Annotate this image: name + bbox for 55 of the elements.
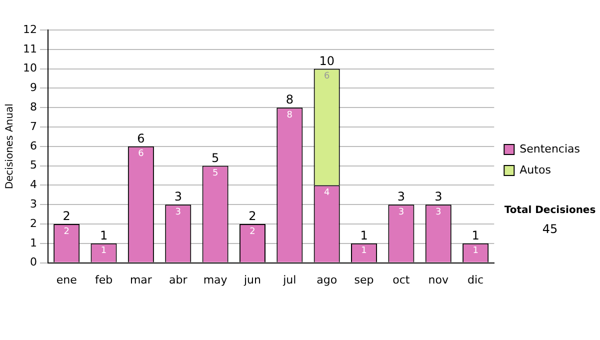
- y-tick-label: 8: [30, 100, 37, 114]
- x-tick-label: mar: [130, 273, 152, 286]
- x-tick-label: jul: [282, 273, 296, 286]
- data-label: 5: [212, 168, 218, 179]
- x-tick-label: sep: [354, 273, 374, 286]
- x-tick-label: jun: [242, 273, 262, 286]
- total-label: 3: [174, 190, 182, 204]
- x-tick-label: may: [203, 273, 228, 286]
- total-label: 8: [286, 92, 294, 107]
- data-label: 1: [361, 246, 367, 256]
- total-label: 6: [137, 132, 145, 146]
- total-label: 5: [211, 150, 220, 165]
- data-label: 3: [436, 207, 442, 218]
- x-tick-label: ago: [316, 273, 338, 286]
- y-tick-label: 12: [22, 22, 37, 36]
- total-label: 10: [319, 54, 334, 68]
- y-tick-label: 10: [22, 62, 37, 75]
- x-tick-label: feb: [94, 273, 113, 286]
- total-label: 1: [360, 228, 368, 243]
- text: Total Decisiones: [503, 205, 597, 216]
- data-label: 1: [472, 246, 478, 256]
- y-tick-label: 0: [30, 256, 37, 269]
- total-label: 1: [100, 228, 108, 243]
- legend-label: Autos: [520, 163, 552, 176]
- data-label: 2: [250, 226, 256, 237]
- y-tick-label: 9: [30, 81, 37, 94]
- y-tick-label: 5: [30, 158, 37, 172]
- y-tick-label: 3: [30, 197, 37, 210]
- total-label: 3: [434, 190, 442, 204]
- data-label: 1: [100, 246, 107, 256]
- total-label: 3: [397, 190, 406, 204]
- data-label: 6: [324, 72, 330, 82]
- y-tick-label: 11: [22, 42, 37, 56]
- data-label: 6: [138, 149, 144, 160]
- y-tick-label: 1: [30, 236, 37, 250]
- y-tick-label: 4: [30, 178, 37, 192]
- y-axis-title: Decisiones Anual: [4, 104, 16, 190]
- x-tick-label: dic: [468, 273, 484, 286]
- data-label: 4: [324, 188, 330, 198]
- total-label: 1: [472, 228, 480, 243]
- y-tick-label: 2: [30, 216, 37, 230]
- text: 45: [541, 222, 559, 236]
- y-tick-label: 6: [30, 139, 37, 152]
- y-tick-label: 7: [30, 120, 37, 133]
- x-tick-label: ene: [56, 273, 78, 286]
- data-label: 3: [398, 207, 404, 218]
- total-label: 2: [248, 209, 256, 224]
- data-label: 2: [64, 226, 70, 237]
- x-tick-label: nov: [428, 273, 449, 286]
- x-tick-label: abr: [169, 273, 188, 286]
- legend-label: Sentencias: [520, 142, 580, 156]
- data-label: 8: [286, 110, 293, 120]
- x-tick-label: oct: [392, 273, 410, 286]
- total-label: 2: [62, 209, 70, 224]
- data-label: 3: [175, 207, 181, 218]
